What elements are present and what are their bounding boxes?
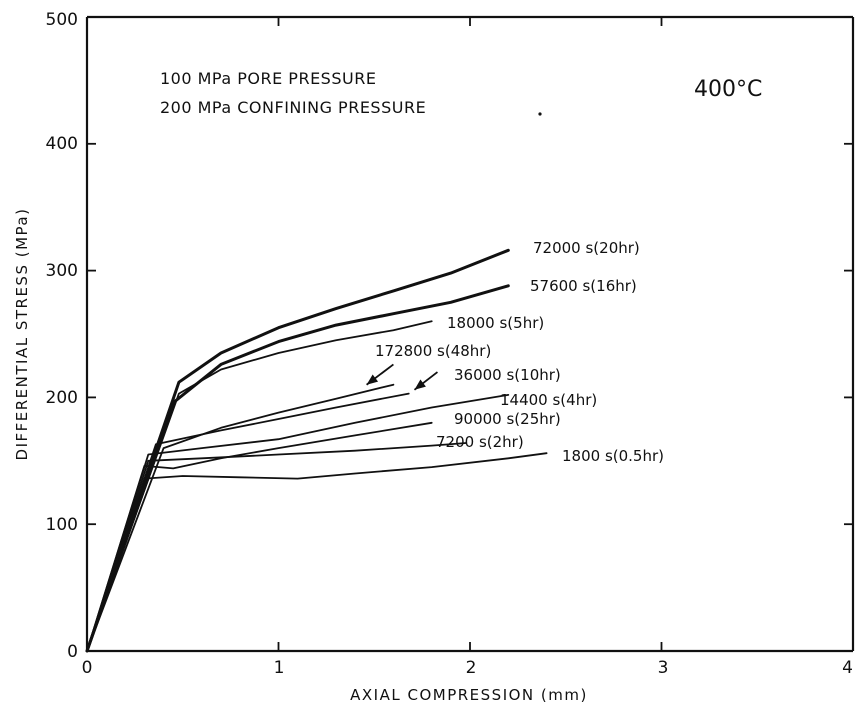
curve-label-14400s: 14400 s(4hr) — [500, 391, 597, 409]
curves — [85, 248, 548, 653]
x-tick-label: 3 — [658, 658, 669, 678]
y-tick-label: 400 — [46, 134, 78, 154]
curve-172800s — [86, 383, 395, 652]
curve-14400s — [86, 393, 510, 652]
y-tick-labels: 0 100 200 300 400 500 — [46, 10, 78, 662]
y-tick-label: 200 — [46, 388, 78, 408]
curve-labels: 72000 s(20hr) 57600 s(16hr) 18000 s(5hr)… — [375, 239, 664, 465]
x-tick-label: 4 — [842, 658, 853, 678]
y-axis-title: DIFFERENTIAL STRESS (MPa) — [13, 208, 31, 461]
pointer-arrows — [366, 363, 438, 391]
x-tick-label: 2 — [466, 658, 477, 678]
pore-pressure-note: 100 MPa PORE PRESSURE — [160, 69, 376, 88]
y-tick-label: 500 — [46, 10, 78, 30]
x-axis-title: AXIAL COMPRESSION (mm) — [350, 686, 588, 704]
arrow-head — [366, 374, 379, 385]
curve-1800s — [86, 452, 548, 652]
curve-label-1800s: 1800 s(0.5hr) — [562, 447, 664, 465]
curve-label-90000s: 90000 s(25hr) — [454, 410, 561, 428]
y-tick-label: 0 — [67, 642, 78, 662]
curve-7200s — [86, 442, 468, 652]
confining-pressure-note: 200 MPa CONFINING PRESSURE — [160, 98, 426, 117]
curve-label-72000s: 72000 s(20hr) — [533, 239, 640, 257]
curve-label-18000s: 18000 s(5hr) — [447, 314, 544, 332]
x-tick-label: 1 — [274, 658, 285, 678]
curve-57600s — [85, 284, 510, 653]
curve-72000s — [85, 248, 510, 653]
curve-label-172800s: 172800 s(48hr) — [375, 342, 491, 360]
curve-label-36000s: 36000 s(10hr) — [454, 366, 561, 384]
y-tick-label: 100 — [46, 515, 78, 535]
y-tick-label: 300 — [46, 261, 78, 281]
x-tick-labels: 0 1 2 3 4 — [82, 658, 853, 678]
speck-mark — [538, 112, 542, 116]
temperature-note: 400°C — [694, 77, 762, 102]
curve-label-57600s: 57600 s(16hr) — [530, 277, 637, 295]
arrow-head — [414, 379, 426, 390]
x-tick-label: 0 — [82, 658, 93, 678]
curve-label-7200s: 7200 s(2hr) — [436, 433, 524, 451]
axis-ticks — [86, 16, 854, 652]
curve-90000s — [86, 421, 433, 652]
curve-18000s — [86, 320, 433, 652]
